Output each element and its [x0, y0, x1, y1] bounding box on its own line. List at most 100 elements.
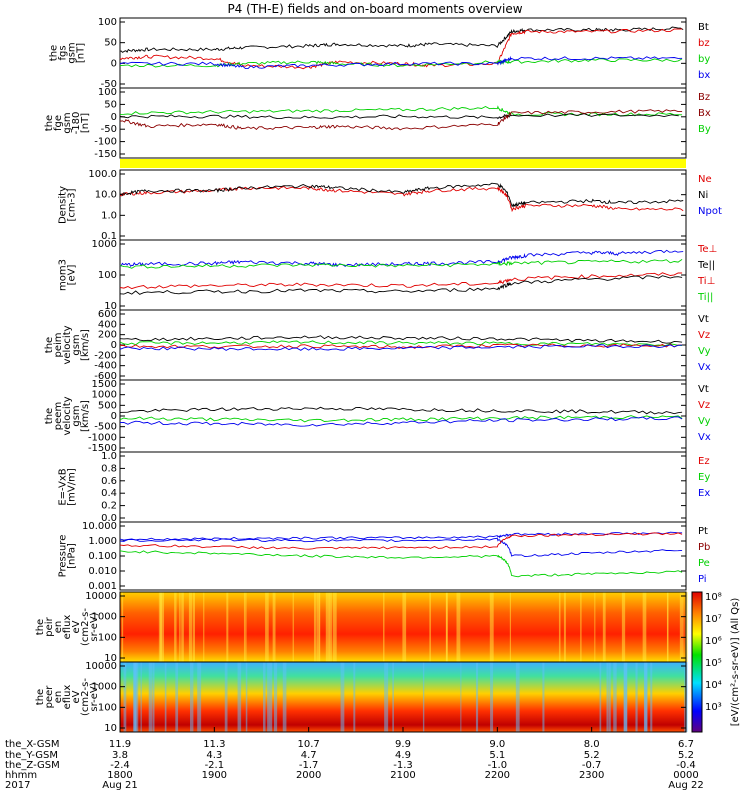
spectrogram-streak — [332, 592, 337, 662]
y-tick-label: -1000 — [88, 432, 117, 443]
x-tick-label: 8.0 — [584, 739, 600, 750]
y-tick-label: 0 — [111, 340, 117, 351]
x-tick-label: 2100 — [390, 770, 415, 781]
x-tick-label: 4.3 — [206, 750, 222, 761]
spectrogram-streak — [402, 592, 407, 662]
y-tick-label: -400 — [94, 361, 117, 372]
y-tick-label: -500 — [94, 422, 117, 433]
spectrogram-streak — [245, 662, 248, 732]
y-tick-label: 0.010 — [88, 566, 117, 577]
panel-pressure: 10.000 1.000 0.100 0.010 0.001 Pressure[nPa] P… — [58, 521, 711, 592]
y-tick-label: 1000 — [92, 612, 117, 623]
spectrogram-streak — [133, 662, 136, 732]
spectrogram-streak — [292, 592, 294, 662]
colorbar: 10⁸ 10⁷ 10⁶ 10⁵ 10⁴ 10³ [eV/(cm²-s-sr-eV)] (Al… — [691, 591, 741, 733]
x-tick-label: Aug 22 — [668, 780, 703, 791]
spectrogram-streak — [121, 592, 124, 662]
spectrogram-streak — [460, 662, 462, 732]
spectrogram-streak — [164, 662, 167, 732]
spectrogram-streak — [621, 592, 626, 662]
panel-mom: 1000 100 10 mom3[eV] Te⊥ Te|| Ti⊥ Ti|| — [58, 239, 718, 312]
spectrogram-streak — [313, 592, 317, 662]
spectrogram-streak — [265, 592, 269, 662]
spectrogram-streak — [623, 662, 628, 732]
spectrogram-streak — [282, 662, 287, 732]
series-mom-Te⊥ — [119, 272, 683, 290]
y-axis-label: thepeerenefluxeV(cm2-s-sr-eV) — [35, 678, 100, 716]
y-tick-label: 200 — [98, 330, 117, 341]
spectrogram-streak — [353, 662, 356, 732]
series-peem-Vx — [119, 416, 683, 427]
legend-peim: Vy — [698, 346, 711, 357]
spectrogram-streak — [188, 592, 192, 662]
spectrogram-streak — [319, 592, 321, 662]
spectrogram-streak — [429, 592, 431, 662]
y-tick-label: 10 — [104, 723, 117, 734]
spectrogram-streak — [267, 662, 270, 732]
y-tick-label: 0 — [111, 112, 117, 123]
series-density-Ne — [119, 185, 684, 213]
x-tick-label: 6.7 — [678, 739, 694, 750]
colorbar-tick: 10⁵ — [705, 658, 722, 669]
y-tick-label: 0 — [111, 411, 117, 422]
panel-efield: 1.00.8 0.60.4 0.20.0 E=-VxB[mV/m] Ez Ey Ex — [58, 451, 711, 524]
legend-fgs: bz — [698, 38, 710, 49]
spectrogram-streak — [594, 592, 596, 662]
y-tick-label: 0.4 — [101, 488, 117, 499]
spectrogram-streak — [123, 662, 127, 732]
y-axis-label: thepeirenefluxeV(cm2-s-sr-eV) — [35, 608, 100, 646]
panels-group: 100500-50thefgsgsm[nT]Btbzbybx100500-50-… — [35, 17, 741, 734]
spectrogram-streak — [490, 662, 494, 732]
legend-pressure: Pt — [698, 526, 708, 537]
spectrogram-streak — [148, 662, 153, 732]
spectrogram-streak — [203, 592, 205, 662]
legend-pressure: Pi — [698, 574, 707, 585]
spectrogram-streak — [650, 662, 653, 732]
x-tick-label: 4.7 — [301, 750, 317, 761]
y-tick-label: 0.100 — [88, 551, 117, 562]
legend-density: Npot — [698, 206, 722, 217]
spectrogram-streak — [272, 592, 276, 662]
panel-frame — [119, 379, 687, 453]
spectrogram-peer — [120, 662, 686, 732]
legend-peim: Vx — [698, 362, 711, 373]
panel-peer: 10000 1000 100 10 thepeerenefluxeV(cm2-s-sr-… — [35, 661, 688, 734]
y-tick-label: 1.0 — [101, 210, 117, 221]
series-fgse-Bx — [119, 113, 679, 120]
legend-density: Ne — [698, 174, 712, 185]
spectrogram-streak — [475, 662, 479, 732]
series-pressure-Pb — [119, 532, 683, 550]
colorbar-tick: 10³ — [705, 702, 722, 713]
spectrogram-streak — [608, 662, 611, 732]
legend-peim: Vz — [698, 330, 710, 341]
y-tick-label: 1500 — [92, 379, 117, 390]
spectrogram-streak — [224, 662, 228, 732]
panel-density: 100.0 10.0 1.0 0.1 Density[cm-3] Ne Ni Npot — [58, 169, 722, 242]
spectrogram-streak — [599, 662, 602, 732]
x-tick-label: -1.3 — [393, 760, 413, 771]
series-fgse-Bz — [119, 109, 683, 131]
y-tick-label: -100 — [94, 137, 117, 148]
colorbar-tick: 10⁶ — [705, 636, 722, 647]
x-tick-label: -0.4 — [676, 760, 696, 771]
x-tick-label: 9.9 — [395, 739, 411, 750]
legend-fgs: Bt — [698, 22, 709, 33]
legend-efield: Ez — [698, 456, 710, 467]
spectrogram-streak — [542, 662, 545, 732]
spectrogram-streak — [160, 592, 165, 662]
panel-peim: 6004002000-200-400-600thepeimvelocitygsm… — [44, 309, 711, 382]
spectrogram-streak — [174, 592, 177, 662]
spectrogram-streak — [679, 592, 684, 662]
legend-peem: Vt — [698, 384, 709, 395]
legend-fgs: by — [698, 54, 710, 65]
series-peim-Vy — [119, 340, 683, 346]
spectrogram-streak — [635, 662, 638, 732]
spectrogram-streak — [384, 662, 389, 732]
spectrogram-streak — [226, 592, 229, 662]
x-tick-label: 4.9 — [395, 750, 411, 761]
spectrogram-streak — [563, 592, 566, 662]
x-tick-label: 1900 — [202, 770, 227, 781]
spectrogram-streak — [316, 592, 320, 662]
spectrogram-streak — [245, 592, 247, 662]
